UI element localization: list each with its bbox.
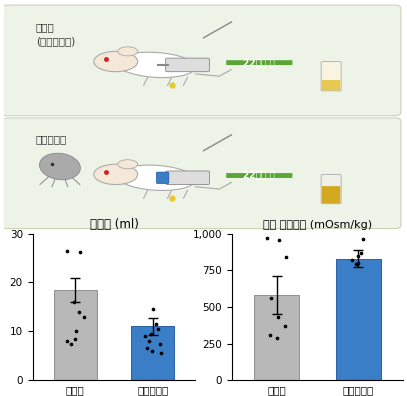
Bar — [254, 295, 299, 380]
Point — [71, 299, 77, 305]
Text: 대조군
(생리식염수): 대조군 (생리식염수) — [36, 22, 75, 46]
FancyBboxPatch shape — [166, 171, 210, 185]
Point — [144, 345, 151, 352]
Point — [158, 350, 164, 356]
Point — [153, 321, 159, 327]
Ellipse shape — [118, 47, 138, 56]
Point — [157, 340, 164, 347]
Point — [355, 260, 361, 266]
Ellipse shape — [116, 52, 195, 78]
FancyBboxPatch shape — [321, 174, 341, 204]
FancyBboxPatch shape — [2, 5, 401, 116]
Point — [76, 308, 83, 315]
FancyBboxPatch shape — [322, 186, 340, 203]
Point — [274, 335, 280, 341]
Ellipse shape — [94, 164, 138, 185]
Point — [276, 237, 282, 244]
Point — [68, 340, 74, 347]
Point — [73, 328, 79, 335]
Text: 세파로토신: 세파로토신 — [36, 134, 67, 145]
FancyBboxPatch shape — [156, 172, 169, 183]
FancyBboxPatch shape — [321, 61, 341, 91]
Ellipse shape — [39, 153, 80, 180]
Point — [274, 314, 281, 320]
Point — [352, 261, 359, 268]
Point — [264, 235, 271, 241]
Ellipse shape — [94, 51, 138, 72]
Point — [155, 326, 162, 332]
Point — [282, 323, 288, 329]
Point — [146, 338, 152, 344]
Point — [354, 253, 361, 259]
Bar — [336, 259, 381, 380]
FancyBboxPatch shape — [322, 80, 340, 90]
Point — [77, 249, 84, 255]
Point — [149, 306, 156, 312]
Point — [360, 236, 366, 242]
Ellipse shape — [116, 165, 195, 190]
FancyBboxPatch shape — [2, 118, 401, 228]
Ellipse shape — [118, 160, 138, 169]
Text: 22시간 후: 22시간 후 — [243, 58, 275, 67]
Point — [266, 331, 273, 338]
Bar — [131, 326, 174, 380]
Point — [358, 249, 365, 256]
Point — [64, 248, 70, 254]
FancyBboxPatch shape — [166, 58, 210, 72]
Point — [349, 257, 356, 263]
Point — [81, 314, 88, 320]
Title: 소변 삼투농도 (mOsm/kg): 소변 삼투농도 (mOsm/kg) — [263, 220, 372, 230]
Point — [141, 333, 148, 339]
Point — [149, 348, 155, 354]
Text: 22시간 후: 22시간 후 — [243, 171, 275, 180]
Point — [282, 254, 289, 260]
Point — [147, 331, 154, 337]
Bar — [54, 290, 96, 380]
Title: 소변량 (ml): 소변량 (ml) — [90, 218, 138, 231]
Point — [268, 295, 275, 301]
Point — [72, 335, 79, 342]
Point — [64, 338, 70, 344]
